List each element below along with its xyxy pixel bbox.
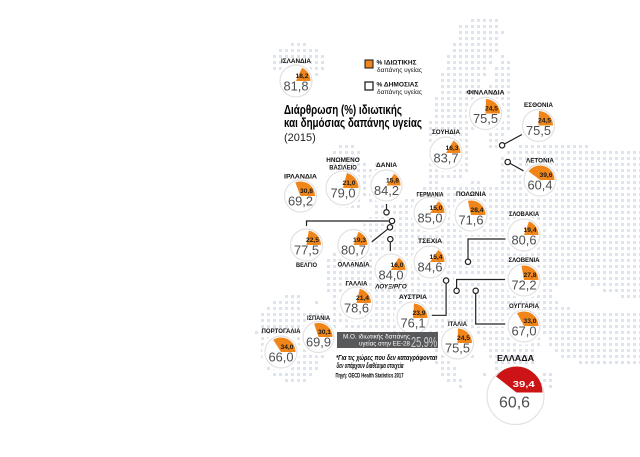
svg-text:ΑΥΣΤΡΙΑ: ΑΥΣΤΡΙΑ xyxy=(399,294,427,301)
svg-text:75,5: 75,5 xyxy=(445,341,470,356)
svg-text:ΙΤΑΛΙΑ: ΙΤΑΛΙΑ xyxy=(448,321,467,328)
svg-text:ΗΝΩΜΕΝΟ: ΗΝΩΜΕΝΟ xyxy=(326,157,360,164)
svg-text:18,2: 18,2 xyxy=(296,73,309,80)
svg-text:75,5: 75,5 xyxy=(473,111,498,126)
svg-text:ΣΛΟΒΕΝΙΑ: ΣΛΟΒΕΝΙΑ xyxy=(509,257,540,264)
svg-text:21,0: 21,0 xyxy=(343,180,356,187)
svg-text:ΓΕΡΜΑΝΙΑ: ΓΕΡΜΑΝΙΑ xyxy=(417,192,444,199)
svg-text:39,4: 39,4 xyxy=(513,379,535,389)
svg-text:(2015): (2015) xyxy=(284,132,316,144)
svg-text:39,6: 39,6 xyxy=(540,172,553,179)
svg-text:34,0: 34,0 xyxy=(281,344,294,351)
svg-text:80,7: 80,7 xyxy=(341,243,366,258)
svg-text:% ΙΔΙΩΤΙΚΗΣ: % ΙΔΙΩΤΙΚΗΣ xyxy=(377,60,417,67)
svg-text:ΦΙΝΛΑΝΔΙΑ: ΦΙΝΛΑΝΔΙΑ xyxy=(467,89,505,96)
svg-text:67,0: 67,0 xyxy=(512,324,537,339)
svg-text:Μ.Ο. ιδιωτικής δαπάνης: Μ.Ο. ιδιωτικής δαπάνης xyxy=(343,333,410,341)
svg-text:ΣΟΥΗΔΙΑ: ΣΟΥΗΔΙΑ xyxy=(432,129,460,136)
svg-text:80,6: 80,6 xyxy=(512,233,537,248)
svg-text:ΟΛΛΑΝΔΙΑ: ΟΛΛΑΝΔΙΑ xyxy=(338,262,370,269)
svg-text:ΛΟΥΞ/ΡΓΟ: ΛΟΥΞ/ΡΓΟ xyxy=(374,284,407,291)
svg-text:16,3: 16,3 xyxy=(446,145,459,152)
svg-text:16,0: 16,0 xyxy=(391,262,404,269)
svg-text:ΛΕΤΟΝΙΑ: ΛΕΤΟΝΙΑ xyxy=(526,157,554,164)
svg-text:75,5: 75,5 xyxy=(526,123,551,138)
svg-text:15,4: 15,4 xyxy=(430,254,443,261)
svg-text:24,5: 24,5 xyxy=(457,335,470,342)
svg-text:79,0: 79,0 xyxy=(331,186,356,201)
svg-text:72,2: 72,2 xyxy=(512,278,537,293)
svg-text:ΠΟΡΤΟΓΑΛΙΑ: ΠΟΡΤΟΓΑΛΙΑ xyxy=(262,328,301,335)
svg-text:ΟΥΓΓΑΡΙΑ: ΟΥΓΓΑΡΙΑ xyxy=(509,303,539,310)
svg-text:ΣΛΟΒΑΚΙΑ: ΣΛΟΒΑΚΙΑ xyxy=(509,211,539,218)
svg-text:ΙΣΠΑΝΙΑ: ΙΣΠΑΝΙΑ xyxy=(307,315,330,322)
svg-text:28,4: 28,4 xyxy=(471,207,484,214)
svg-text:84,0: 84,0 xyxy=(379,268,404,283)
svg-text:ΤΣΕΧΙΑ: ΤΣΕΧΙΑ xyxy=(418,238,442,245)
svg-text:ΒΕΛΓΙΟ: ΒΕΛΓΙΟ xyxy=(296,262,317,269)
svg-text:δεν υπάρχουν διαθέσιμα στοιχεί: δεν υπάρχουν διαθέσιμα στοιχεία xyxy=(337,363,404,370)
svg-text:33,0: 33,0 xyxy=(524,318,537,325)
svg-text:15,0: 15,0 xyxy=(430,205,443,212)
svg-text:ΠΟΛΩΝΙΑ: ΠΟΛΩΝΙΑ xyxy=(456,191,486,198)
svg-text:15,8: 15,8 xyxy=(386,178,399,185)
svg-text:23,9: 23,9 xyxy=(413,310,426,317)
svg-text:66,0: 66,0 xyxy=(269,350,294,365)
svg-text:και δημόσιας δαπάνης υγείας: και δημόσιας δαπάνης υγείας xyxy=(284,115,422,130)
svg-text:69,2: 69,2 xyxy=(288,194,313,209)
svg-text:76,1: 76,1 xyxy=(401,316,426,331)
svg-text:19,4: 19,4 xyxy=(524,227,537,234)
svg-text:δαπάνης υγείας: δαπάνης υγείας xyxy=(377,88,422,96)
svg-text:60,6: 60,6 xyxy=(499,395,530,412)
svg-text:30,1: 30,1 xyxy=(318,329,331,336)
svg-text:25,9%: 25,9% xyxy=(411,334,437,351)
svg-text:81,8: 81,8 xyxy=(284,79,309,94)
svg-text:ΕΣΘΟΝΙΑ: ΕΣΘΟΝΙΑ xyxy=(524,102,553,109)
svg-text:υγείας στην ΕΕ-28: υγείας στην ΕΕ-28 xyxy=(359,340,410,348)
svg-text:85,0: 85,0 xyxy=(418,211,443,226)
svg-text:60,4: 60,4 xyxy=(528,178,553,193)
svg-text:21,4: 21,4 xyxy=(356,295,369,302)
svg-text:77,5: 77,5 xyxy=(294,243,319,258)
svg-text:84,2: 84,2 xyxy=(374,183,399,198)
svg-text:*Για τις χώρες που δεν καταγρά: *Για τις χώρες που δεν καταγράφονται xyxy=(336,355,437,362)
svg-text:Διάρθρωση (%) ιδιωτικής: Διάρθρωση (%) ιδιωτικής xyxy=(284,102,402,117)
svg-text:69,9: 69,9 xyxy=(306,335,331,350)
svg-text:22,5: 22,5 xyxy=(306,237,319,244)
svg-text:ΓΑΛΛΙΑ: ΓΑΛΛΙΑ xyxy=(346,281,368,288)
svg-text:ΒΑΣΙΛΕΙΟ: ΒΑΣΙΛΕΙΟ xyxy=(329,164,357,171)
svg-text:27,8: 27,8 xyxy=(524,272,537,279)
svg-text:24,5: 24,5 xyxy=(538,118,551,125)
svg-text:78,6: 78,6 xyxy=(344,301,369,316)
svg-text:71,6: 71,6 xyxy=(459,213,484,228)
svg-text:% ΔΗΜΟΣΙΑΣ: % ΔΗΜΟΣΙΑΣ xyxy=(377,82,419,89)
svg-text:84,6: 84,6 xyxy=(418,260,443,275)
svg-text:Πηγή: OECD Health Statistics 2: Πηγή: OECD Health Statistics 2017 xyxy=(336,372,404,379)
svg-text:19,3: 19,3 xyxy=(353,237,366,244)
svg-text:ΔΑΝΙΑ: ΔΑΝΙΑ xyxy=(376,162,397,169)
svg-text:δαπάνης υγείας: δαπάνης υγείας xyxy=(377,66,422,74)
svg-text:24,5: 24,5 xyxy=(485,106,498,113)
svg-text:83,7: 83,7 xyxy=(434,151,459,166)
svg-text:ΙΣΛΑΝΔΙΑ: ΙΣΛΑΝΔΙΑ xyxy=(281,58,311,65)
svg-text:ΕΛΛΑΔΑ: ΕΛΛΑΔΑ xyxy=(497,354,534,363)
svg-text:ΙΡΛΑΝΔΙΑ: ΙΡΛΑΝΔΙΑ xyxy=(284,174,317,181)
svg-text:30,8: 30,8 xyxy=(300,188,313,195)
